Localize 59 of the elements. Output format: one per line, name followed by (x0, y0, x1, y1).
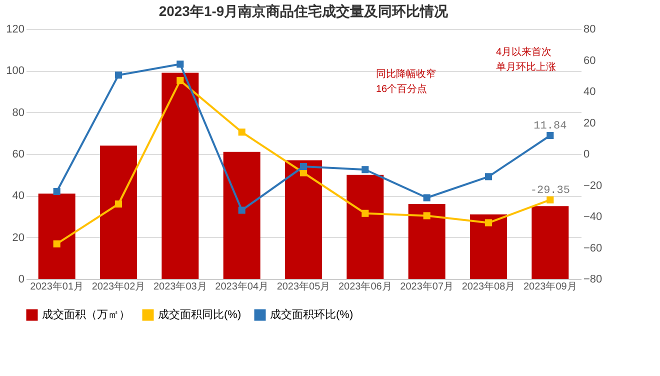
point (362, 210, 369, 217)
point (484, 219, 492, 226)
point (238, 128, 246, 136)
x-tick-label: 2023年07月 (400, 280, 454, 292)
x-tick-label: 2023年04月 (215, 280, 269, 292)
x-tick-label: 2023年06月 (338, 280, 392, 292)
bar (470, 214, 507, 279)
point (546, 132, 554, 140)
point (114, 200, 122, 208)
x-tick-label: 2023年05月 (276, 280, 330, 292)
data-label: 11.84 (534, 120, 568, 132)
point (423, 194, 430, 202)
point (238, 206, 246, 214)
chart-title: 2023年1-9月南京商品住宅成交量及同环比情况 (158, 3, 450, 19)
y-tick-label: 100 (6, 65, 24, 78)
bar (162, 72, 199, 279)
point (176, 60, 184, 68)
point (53, 188, 60, 196)
point (53, 240, 60, 248)
y2-tick-label: −60 (584, 242, 602, 254)
y2-tick-label: 0 (584, 148, 590, 160)
y2-tick-label: 20 (584, 117, 596, 130)
x-tick-label: 2023年01月 (30, 280, 84, 292)
y2-tick-label: −40 (584, 211, 602, 223)
y-tick-label: 20 (12, 232, 24, 244)
y-tick-label: 0 (18, 274, 24, 286)
bar (38, 194, 76, 279)
x-tick-label: 2023年03月 (153, 280, 207, 292)
x-tick-label: 2023年08月 (462, 280, 516, 292)
point (546, 196, 554, 204)
point (484, 173, 492, 180)
y2-tick-label: 40 (584, 86, 596, 98)
y-tick-label: 80 (12, 106, 24, 119)
legend-label: 成交面积同比(%) (158, 308, 242, 321)
y2-tick-label: 60 (584, 54, 596, 67)
bar (285, 160, 322, 279)
legend-label: 成交面积（万㎡） (42, 308, 130, 321)
y2-tick-label: −20 (584, 180, 602, 192)
y-tick-label: 40 (12, 190, 24, 202)
bar (408, 204, 446, 279)
data-label: -29.35 (530, 184, 570, 197)
y2-tick-label: 80 (584, 24, 596, 36)
y2-tick-label: −80 (584, 274, 602, 286)
bar (223, 152, 260, 279)
legend-label: 成交面积环比(%) (270, 308, 354, 321)
bar (100, 146, 137, 279)
y-tick-label: 60 (12, 148, 24, 160)
bar (346, 174, 384, 279)
y-tick-label: 120 (6, 24, 24, 36)
point (176, 77, 184, 84)
bar (532, 206, 569, 279)
point (423, 212, 430, 220)
annotation: 4月以来首次单月环比上涨 (496, 46, 556, 73)
point (300, 162, 308, 170)
point (362, 166, 369, 174)
x-tick-label: 2023年09月 (523, 280, 577, 292)
annotation: 同比降幅收窄16个百分点 (376, 68, 436, 95)
point (114, 72, 122, 79)
x-tick-label: 2023年02月 (92, 280, 146, 292)
